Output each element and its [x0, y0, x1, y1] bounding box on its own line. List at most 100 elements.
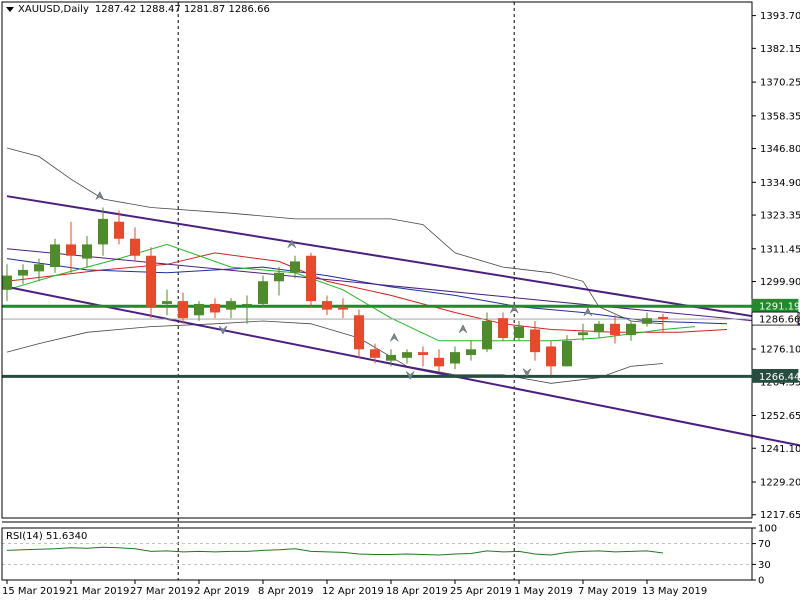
time-tick-label: 18 Apr 2019: [386, 586, 448, 597]
fractal-up-arrow-icon[interactable]: [458, 324, 468, 334]
candle-body[interactable]: [66, 244, 76, 256]
candle-body[interactable]: [402, 352, 412, 358]
fractal-down-arrow-icon[interactable]: [522, 368, 532, 378]
time-tick-label: 7 May 2019: [578, 586, 637, 597]
candle-body[interactable]: [562, 340, 572, 367]
candle-body[interactable]: [578, 332, 588, 336]
candle-body[interactable]: [626, 323, 636, 336]
candle-body[interactable]: [338, 306, 348, 310]
candle-body[interactable]: [226, 301, 236, 310]
candle-body[interactable]: [594, 323, 604, 333]
price-tick-label: 1252.65: [760, 411, 800, 422]
candle-body[interactable]: [466, 349, 476, 355]
fractal-down-arrow-icon[interactable]: [218, 325, 228, 335]
price-tick-label: 1311.45: [760, 244, 800, 255]
candle-body[interactable]: [146, 255, 156, 307]
candle-body[interactable]: [98, 218, 108, 245]
collapse-triangle-icon[interactable]: [6, 6, 14, 12]
candle-body[interactable]: [242, 303, 252, 306]
time-tick-label: 27 Mar 2019: [130, 586, 193, 597]
channel-lower-line[interactable]: [6, 285, 800, 454]
candle-body[interactable]: [418, 352, 428, 355]
price-tick-label: 1334.90: [760, 178, 800, 189]
time-tick-label: 8 Apr 2019: [258, 586, 313, 597]
time-tick-label: 13 May 2019: [642, 586, 707, 597]
fractal-up-arrow-icon[interactable]: [389, 332, 399, 342]
rsi-tick-label: 0: [758, 576, 764, 587]
candle-body[interactable]: [322, 301, 332, 310]
candle-body[interactable]: [386, 354, 396, 361]
price-tag-label: 1291.19: [759, 302, 800, 313]
fractal-up-arrow-icon[interactable]: [509, 304, 519, 314]
price-tag-label: 1286.66: [759, 315, 800, 326]
candle-body[interactable]: [530, 329, 540, 353]
candle-body[interactable]: [514, 326, 524, 338]
candle-body[interactable]: [354, 315, 364, 350]
time-tick-label: 2 Apr 2019: [194, 586, 249, 597]
time-tick-label: 12 Apr 2019: [322, 586, 384, 597]
candle-body[interactable]: [2, 275, 12, 290]
main-plot-area[interactable]: [2, 2, 800, 580]
price-tag-box: [751, 311, 799, 326]
price-tick-label: 1276.10: [760, 345, 800, 356]
candle-body[interactable]: [210, 303, 220, 313]
time-tick-label: 21 Mar 2019: [66, 586, 129, 597]
candle-body[interactable]: [290, 261, 300, 273]
symbol-label: XAUUSD,Daily: [18, 4, 89, 15]
candle-body[interactable]: [498, 318, 508, 338]
candle-body[interactable]: [546, 346, 556, 367]
candle-body[interactable]: [130, 238, 140, 256]
candle-body[interactable]: [178, 301, 188, 319]
time-tick-label: 25 Apr 2019: [450, 586, 512, 597]
candle-body[interactable]: [34, 264, 44, 272]
candle-body[interactable]: [194, 303, 204, 316]
rsi-frame: [1, 527, 753, 581]
candle-body[interactable]: [306, 255, 316, 302]
price-tag-label: 1266.44: [759, 372, 800, 383]
candle-body[interactable]: [82, 244, 92, 259]
ma-blue-line[interactable]: [6, 258, 728, 325]
fractal-up-arrow-icon[interactable]: [287, 239, 297, 248]
rsi-tick-label: 70: [758, 539, 771, 550]
ohlc-values: 1287.42 1288.47 1281.87 1286.66: [94, 4, 270, 15]
rsi-line[interactable]: [6, 546, 664, 556]
price-tick-label: 1323.35: [760, 211, 800, 222]
time-tick-label: 15 Mar 2019: [2, 586, 65, 597]
candle-body[interactable]: [18, 269, 28, 276]
candle-body[interactable]: [434, 357, 444, 367]
candle-body[interactable]: [50, 244, 60, 268]
candle-body[interactable]: [450, 352, 460, 364]
price-tick-label: 1217.65: [760, 510, 800, 521]
price-tag-box: [751, 369, 799, 383]
rsi-label: RSI(14) 51.6340: [6, 531, 88, 542]
rsi-subwindow[interactable]: [2, 543, 752, 565]
candle-body[interactable]: [658, 316, 668, 320]
candle-body[interactable]: [610, 323, 620, 336]
price-tick-label: 1393.70: [760, 11, 800, 22]
bollinger-upper-line[interactable]: [6, 147, 664, 325]
rsi-tick-label: 100: [758, 524, 777, 535]
chart-header: XAUUSD,Daily 1287.42 1288.47 1281.87 1286…: [6, 4, 270, 15]
candle-body[interactable]: [162, 301, 172, 304]
rsi-tick-label: 30: [758, 560, 771, 571]
price-tick-label: 1299.90: [760, 277, 800, 288]
ma-green-line[interactable]: [6, 243, 696, 342]
fractal-up-arrow-icon[interactable]: [95, 190, 105, 200]
candle-body[interactable]: [642, 318, 652, 324]
price-tick-label: 1382.15: [760, 44, 800, 55]
candle-body[interactable]: [114, 221, 124, 239]
candle-body[interactable]: [370, 349, 380, 358]
fractal-up-arrow-icon[interactable]: [583, 307, 593, 316]
candle-body[interactable]: [258, 281, 268, 304]
time-tick-label: 1 May 2019: [514, 586, 573, 597]
channel-upper-line[interactable]: [6, 195, 800, 331]
price-tick-label: 1346.80: [760, 144, 800, 155]
candle-body[interactable]: [274, 272, 284, 282]
ma-red-line[interactable]: [6, 252, 728, 333]
fractal-down-arrow-icon[interactable]: [405, 371, 415, 381]
price-tick-label: 1229.20: [760, 477, 800, 488]
price-tick-label: 1370.25: [760, 78, 800, 89]
candle-body[interactable]: [482, 320, 492, 350]
